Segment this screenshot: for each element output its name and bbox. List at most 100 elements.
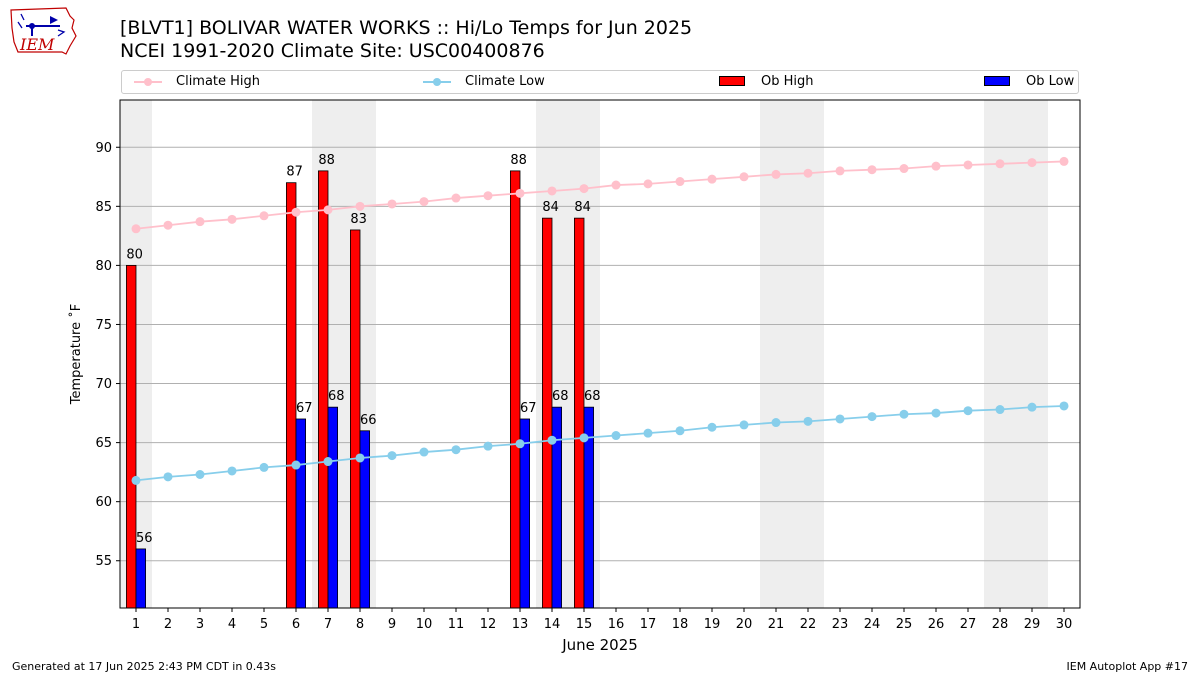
x-tick-label: 20 [736,617,753,632]
ob-high-label: 80 [126,247,143,262]
climate-high-point [547,186,557,196]
bars [126,170,595,609]
ob-low-label: 67 [296,401,313,416]
x-tick-label: 21 [768,617,785,632]
ob-low-label: 68 [584,389,601,404]
x-tick-label: 9 [388,617,396,632]
ob-low-label: 56 [136,531,153,546]
y-tick-label: 85 [95,200,112,215]
climate-high-point [451,193,461,203]
x-tick-label: 12 [480,617,497,632]
climate-low-point [835,414,845,424]
climate-high-point [195,217,205,227]
climate-high-point [163,220,173,230]
climate-high-point [355,201,365,211]
climate-high-point [131,224,141,234]
climate-low-point [931,408,941,418]
x-tick-label: 24 [864,617,881,632]
y-axis-label: Temperature ˚F [68,304,84,405]
climate-low-point [227,466,237,476]
x-tick-label: 29 [1024,617,1041,632]
ob-low-label: 68 [328,389,345,404]
y-tick-label: 55 [95,554,112,569]
x-tick-label: 7 [324,617,332,632]
legend-label: Ob Low [1026,74,1075,89]
climate-low-point [579,433,589,443]
climate-high-point [771,169,781,179]
legend-label: Climate Low [465,74,545,89]
ob-high-bar [285,182,297,609]
weekend-shade [760,100,824,608]
ob-high-label: 83 [350,212,367,227]
chart-subtitle: NCEI 1991-2020 Climate Site: USC00400876 [120,40,545,62]
climate-low-point [963,406,973,416]
footer-generated: Generated at 17 Jun 2025 2:43 PM CDT in … [12,660,277,673]
climate-high-point [483,191,493,201]
footer-app: IEM Autoplot App #17 [1066,660,1189,673]
climate-high-point [867,165,877,175]
x-tick-label: 27 [960,617,977,632]
x-tick-label: 26 [928,617,945,632]
climate-low-point [387,451,397,461]
climate-high-point [643,179,653,189]
legend-label: Ob High [761,74,814,89]
ob-low-bar [135,548,147,609]
ob-low-bar [327,406,339,609]
climate-high-point [899,164,909,174]
logo-text: IEM [19,35,55,54]
gridlines [120,146,1080,562]
ob-high-bar [574,217,585,609]
climate-high-point [931,161,941,171]
climate-low-line [135,405,1065,482]
y-tick-label: 90 [95,141,112,156]
ob-low-bar [295,418,307,609]
y-tick-label: 70 [95,377,112,392]
x-tick-label: 15 [576,617,593,632]
x-tick-label: 10 [416,617,433,632]
climate-low-point [1027,402,1037,412]
ob-low-label: 66 [360,413,377,428]
bar-labels: 80 87 88 83 88 84 84 56 67 68 66 67 68 68 [126,153,600,546]
climate-high-point [227,214,237,224]
climate-low-point [547,435,557,445]
climate-high-point [803,168,813,178]
legend-label: Climate High [176,74,261,89]
x-tick-label: 8 [356,617,364,632]
climate-high-point [611,180,621,190]
x-tick-label: 19 [704,617,721,632]
x-tick-label: 5 [260,617,268,632]
climate-high-point [1059,156,1069,166]
climate-high-point [675,177,685,187]
climate-low-point [355,453,365,463]
climate-low-point [899,409,909,419]
x-tick-label: 22 [800,617,817,632]
x-tick-label: 23 [832,617,849,632]
climate-lines [131,156,1069,485]
climate-low-point [195,470,205,480]
x-tick-label: 17 [640,617,657,632]
x-tick-label: 25 [896,617,913,632]
climate-high-point [419,197,429,207]
chart-title: [BLVT1] BOLIVAR WATER WORKS :: Hi/Lo Tem… [120,17,693,39]
climate-high-point [387,199,397,209]
climate-low-point [611,431,621,441]
ob-high-label: 88 [510,153,527,168]
x-tick-label: 30 [1056,617,1073,632]
climate-high-point [259,211,269,221]
climate-low-point [643,428,653,438]
climate-low-point [515,439,525,449]
y-tick-label: 60 [95,495,112,510]
x-tick-label: 6 [292,617,300,632]
climate-high-point [323,205,333,215]
legend: Climate High Climate Low Ob High Ob Low [121,70,1079,94]
climate-low-point [131,475,141,485]
climate-high-point [707,174,717,184]
climate-low-point [771,418,781,428]
ob-low-label: 68 [552,389,569,404]
climate-low-point [483,441,493,451]
x-tick-label: 11 [448,617,465,632]
climate-low-point [803,416,813,426]
x-axis-label: June 2025 [561,636,638,654]
